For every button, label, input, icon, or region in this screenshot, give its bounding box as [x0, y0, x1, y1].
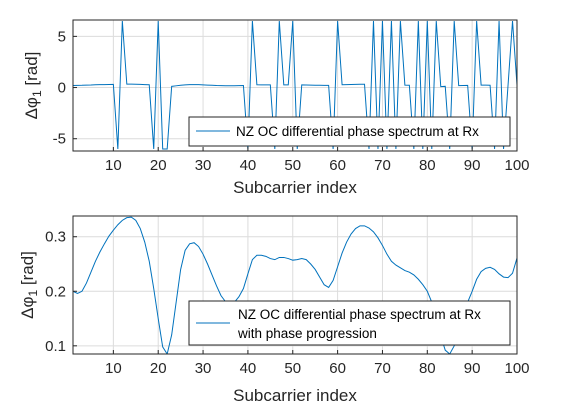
y-tick-label: -5 — [53, 131, 66, 148]
x-tick-label: 80 — [419, 360, 436, 377]
x-tick-label: 10 — [105, 360, 122, 377]
x-tick-label: 100 — [504, 360, 529, 377]
x-tick-label: 40 — [240, 157, 257, 174]
bottom-chart-legend-entry: NZ OC differential phase spectrum at Rx — [238, 307, 481, 322]
bottom-chart: 10 20 30 40 50 60 70 80 90 100 0.1 0.2 0.3 Subcarri… — [18, 216, 530, 405]
top-chart: 10 20 30 40 50 60 70 80 90 100 -5 0 5 Subcarrier in… — [22, 20, 530, 197]
x-tick-label: 70 — [374, 360, 391, 377]
bottom-chart-x-axis-label: Subcarrier index — [233, 386, 357, 405]
x-tick-label: 90 — [464, 360, 481, 377]
bottom-chart-legend: NZ OC differential phase spectrum at Rx … — [189, 301, 510, 345]
x-tick-label: 30 — [195, 157, 212, 174]
x-tick-label: 60 — [329, 360, 346, 377]
x-tick-label: 10 — [105, 157, 122, 174]
x-tick-label: 20 — [150, 360, 167, 377]
y-tick-label: 5 — [58, 28, 66, 45]
x-tick-label: 40 — [240, 360, 257, 377]
y-tick-label: 0.1 — [45, 338, 66, 355]
x-tick-label: 20 — [150, 157, 167, 174]
top-chart-legend-entry: NZ OC differential phase spectrum at Rx — [236, 124, 479, 139]
x-tick-label: 80 — [419, 157, 436, 174]
bottom-chart-y-ticks: 0.1 0.2 0.3 — [45, 229, 77, 355]
top-chart-y-axis-label: Δφ1 [rad] — [22, 52, 44, 120]
x-tick-label: 70 — [374, 157, 391, 174]
y-tick-label: 0.2 — [45, 283, 66, 300]
x-tick-label: 100 — [504, 157, 529, 174]
bottom-chart-y-axis-label: Δφ1 [rad] — [18, 251, 40, 319]
bottom-chart-legend-entry-line2: with phase progression — [237, 326, 377, 341]
x-tick-label: 50 — [284, 360, 301, 377]
y-tick-label: 0.3 — [45, 229, 66, 246]
x-tick-label: 90 — [464, 157, 481, 174]
x-tick-label: 30 — [195, 360, 212, 377]
x-tick-label: 50 — [284, 157, 301, 174]
top-chart-legend: NZ OC differential phase spectrum at Rx — [189, 117, 510, 146]
y-tick-label: 0 — [58, 80, 66, 97]
x-tick-label: 60 — [329, 157, 346, 174]
top-chart-x-axis-label: Subcarrier index — [233, 178, 357, 197]
